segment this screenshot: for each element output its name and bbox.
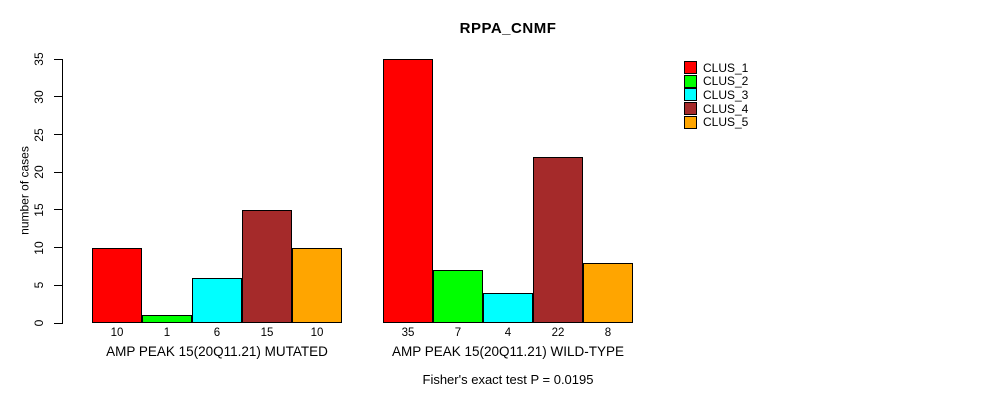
bar-clus_4-group2 bbox=[533, 157, 583, 323]
bar-value-label: 7 bbox=[454, 327, 462, 339]
group-label-mutated: AMP PEAK 15(20Q11.21) MUTATED bbox=[106, 344, 328, 359]
legend-item-clus_5: CLUS_5 bbox=[684, 115, 748, 129]
y-axis-tick bbox=[54, 134, 62, 135]
legend-swatch-clus_4 bbox=[684, 102, 697, 116]
legend-swatch-clus_2 bbox=[684, 74, 697, 88]
legend-swatch-clus_1 bbox=[684, 61, 697, 75]
legend-swatch-clus_3 bbox=[684, 88, 697, 102]
bar-clus_3-group1 bbox=[192, 278, 242, 323]
bar-value-label: 6 bbox=[213, 327, 221, 339]
fisher-test-annotation: Fisher's exact test P = 0.0195 bbox=[422, 372, 594, 387]
y-axis-tick bbox=[54, 322, 62, 324]
bar-clus_3-group2 bbox=[483, 293, 533, 323]
y-axis-tick-label: 10 bbox=[32, 240, 46, 255]
y-axis-tick bbox=[54, 171, 62, 173]
y-axis-tick-label: 25 bbox=[32, 127, 46, 142]
y-axis-tick bbox=[54, 247, 62, 249]
bar-clus_2-group1 bbox=[142, 315, 192, 323]
bar-value-label: 22 bbox=[551, 327, 565, 339]
bar-clus_2-group2 bbox=[433, 270, 483, 323]
legend-swatch-clus_5 bbox=[684, 115, 697, 129]
y-axis-tick-label: 0 bbox=[32, 319, 46, 327]
bar-value-label: 15 bbox=[260, 327, 274, 339]
legend-label: CLUS_2 bbox=[703, 74, 749, 89]
y-axis-tick bbox=[54, 58, 62, 60]
legend: CLUS_1 CLUS_2 CLUS_3 CLUS_4 CLUS_5 bbox=[684, 61, 748, 129]
y-axis-tick bbox=[54, 209, 62, 211]
y-axis-tick bbox=[54, 284, 62, 286]
bar-value-label: 35 bbox=[401, 327, 415, 339]
bar-clus_4-group1 bbox=[242, 210, 292, 323]
bar-clus_5-group2 bbox=[583, 263, 633, 323]
y-axis-tick-label: 30 bbox=[32, 90, 46, 104]
group-label-wild-type: AMP PEAK 15(20Q11.21) WILD-TYPE bbox=[391, 344, 625, 359]
legend-item-clus_4: CLUS_4 bbox=[684, 102, 748, 116]
legend-label: CLUS_4 bbox=[703, 101, 749, 116]
bar-value-label: 10 bbox=[310, 327, 324, 339]
bar-clus_1-group1 bbox=[92, 248, 142, 323]
y-axis-tick bbox=[54, 96, 62, 98]
chart-title: RPPA_CNMF bbox=[459, 20, 557, 37]
bar-value-label: 4 bbox=[504, 327, 512, 339]
bar-value-label: 10 bbox=[110, 327, 124, 339]
bar-clus_1-group2 bbox=[383, 59, 433, 323]
bar-clus_5-group1 bbox=[292, 248, 342, 323]
y-axis-tick-label: 15 bbox=[32, 203, 46, 217]
legend-item-clus_2: CLUS_2 bbox=[684, 74, 749, 89]
y-axis-label: number of cases bbox=[17, 146, 32, 235]
bar-value-label: 1 bbox=[163, 327, 171, 339]
legend-label: CLUS_3 bbox=[703, 87, 749, 102]
legend-label: CLUS_1 bbox=[703, 60, 749, 75]
y-axis-line bbox=[62, 59, 63, 324]
legend-item-clus_3: CLUS_3 bbox=[684, 88, 748, 102]
y-axis-tick-label: 35 bbox=[32, 52, 46, 66]
bar-value-label: 8 bbox=[604, 327, 612, 339]
legend-item-clus_1: CLUS_1 bbox=[684, 61, 748, 75]
y-axis-tick-label: 20 bbox=[32, 165, 46, 179]
y-axis-tick-label: 5 bbox=[32, 281, 46, 289]
legend-label: CLUS_5 bbox=[703, 115, 749, 130]
